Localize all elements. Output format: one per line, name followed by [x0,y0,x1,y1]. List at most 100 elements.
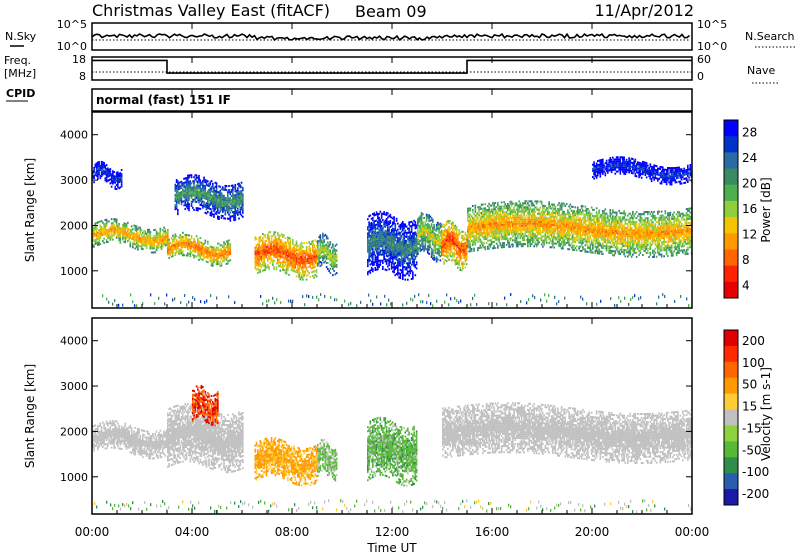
heatmap-cell [219,185,222,188]
heatmap-cell [465,252,468,255]
heatmap-cell [229,199,232,202]
heatmap-cell [312,264,314,267]
heatmap-cell [227,260,229,263]
heatmap-cell [285,272,288,275]
heatmap-cell [217,254,219,257]
heatmap-cell [227,262,229,265]
heatmap-cell [282,260,284,263]
heatmap-cell [212,250,214,253]
heatmap-cell [403,233,405,236]
heatmap-cell [293,253,295,256]
heatmap-cell [230,205,233,208]
heatmap-cell [195,201,198,203]
heatmap-cell [129,237,132,240]
heatmap-cell [375,248,378,251]
heatmap-cell [94,228,97,231]
heatmap-cell [187,248,189,251]
heatmap-cell [118,233,120,236]
heatmap-cell [228,207,230,210]
heatmap-cell [145,236,148,239]
heatmap-cell [179,242,182,245]
heatmap-cell [318,250,320,253]
heatmap-cell [330,246,333,249]
heatmap-cell [312,258,314,261]
heatmap-cell [505,211,508,214]
heatmap-cell [124,222,127,225]
heatmap-cell [275,262,278,265]
heatmap-cell [152,247,154,250]
heatmap-cell [177,245,179,247]
heatmap-cell [510,219,513,222]
heatmap-cell [319,246,322,249]
heatmap-cell [159,240,162,243]
heatmap-cell [133,224,135,227]
heatmap-cell [104,225,107,228]
heatmap-cell [309,243,312,246]
heatmap-cell [335,263,338,266]
heatmap-cell [270,249,273,252]
heatmap-cell [405,239,408,242]
heatmap-cell [370,248,373,251]
heatmap-cell [483,229,485,232]
heatmap-cell [95,236,98,239]
heatmap-cell [283,259,285,261]
heatmap-cell [543,213,545,216]
heatmap-cell [212,186,214,189]
heatmap-cell [258,257,260,260]
heatmap-cell [542,208,544,211]
heatmap-cell [190,245,193,248]
heatmap-cell [98,233,100,236]
heatmap-cell [179,244,182,247]
heatmap-cell [273,245,275,248]
heatmap-cell [98,239,100,242]
heatmap-cell [402,220,404,223]
heatmap-cell [218,193,220,196]
heatmap-cell [233,204,235,207]
heatmap-cell [369,234,372,237]
heatmap-cell [553,234,555,237]
heatmap-cell [143,230,145,233]
heatmap-cell [529,212,532,215]
heatmap-cell [174,208,177,211]
heatmap-cell [315,248,318,251]
heatmap-cell [370,266,373,269]
heatmap-cell [184,242,187,244]
heatmap-cell [412,277,414,280]
heatmap-cell [529,206,532,209]
heatmap-cell [553,232,555,235]
heatmap-cell [207,192,209,195]
heatmap-cell [195,255,198,258]
heatmap-cell [182,192,184,195]
heatmap-cell [487,205,489,207]
heatmap-cell [267,237,269,240]
heatmap-cell [494,208,497,211]
heatmap-cell [544,233,547,236]
heatmap-cell [124,237,127,240]
heatmap-cell [207,206,209,209]
heatmap-cell [319,256,322,259]
heatmap-cell [260,249,263,252]
heatmap-cell [227,197,229,200]
heatmap-cell [423,249,425,252]
heatmap-cell [172,234,174,237]
heatmap-cell [272,249,274,252]
heatmap-cell [502,209,504,212]
heatmap-cell [262,255,264,258]
heatmap-cell [210,250,213,253]
heatmap-cell [319,261,322,263]
heatmap-cell [227,254,229,257]
heatmap-cell [385,222,388,225]
freq-units: [MHz] [4,67,36,80]
heatmap-cell [308,261,310,264]
heatmap-cell [274,251,277,254]
heatmap-cell [200,202,203,205]
heatmap-cell [189,251,192,254]
heatmap-cell [219,256,222,259]
heatmap-cell [300,254,303,256]
heatmap-cell [328,243,330,246]
heatmap-cell [307,274,309,277]
heatmap-cell [188,182,190,185]
heatmap-cell [187,187,189,189]
heatmap-cell [232,184,234,187]
heatmap-cell [220,254,223,257]
